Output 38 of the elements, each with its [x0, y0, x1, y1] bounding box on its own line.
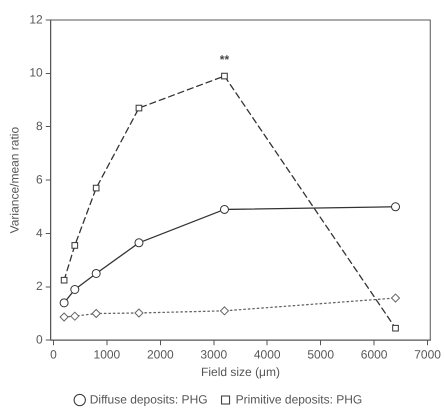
y-axis-title: Variance/mean ratio: [8, 126, 22, 234]
x-tick-label: 6000: [360, 348, 388, 362]
annotation: **: [220, 52, 230, 66]
legend-label: Primitive deposits: PHG: [236, 392, 362, 406]
legend-label: Diffuse deposits: PHG: [90, 392, 208, 406]
point: [92, 184, 100, 192]
point: [70, 285, 80, 294]
point: [136, 104, 142, 112]
x-tick-label: 5000: [307, 348, 334, 362]
point: [221, 72, 228, 80]
point: [92, 309, 101, 318]
point: [392, 324, 399, 332]
x-axis-title: Field size (μm): [201, 365, 280, 380]
y-tick-label: 0: [36, 332, 44, 347]
point: [134, 308, 144, 318]
y-tick-label: 2: [36, 279, 44, 294]
point: [71, 242, 78, 249]
y-tick-label: 6: [36, 172, 44, 186]
x-tick-label: 2000: [146, 348, 174, 362]
point: [60, 312, 69, 322]
y-tick-label: 10: [29, 66, 44, 80]
point: [220, 204, 229, 214]
x-tick-label: 7000: [414, 348, 442, 362]
point: [391, 202, 400, 212]
point: [70, 312, 80, 321]
y-tick-label: 4: [36, 226, 44, 240]
point: [60, 276, 68, 284]
point: [60, 298, 69, 308]
point: [220, 306, 229, 316]
point: [134, 238, 144, 248]
point: [92, 268, 101, 278]
x-tick-label: 3000: [200, 348, 228, 362]
x-tick-label: 0: [50, 348, 58, 362]
y-tick-label: 8: [36, 119, 44, 134]
point: [391, 294, 400, 303]
y-tick-label: 12: [29, 12, 44, 26]
x-tick-label: 1000: [94, 348, 121, 362]
x-tick-label: 4000: [254, 348, 281, 362]
